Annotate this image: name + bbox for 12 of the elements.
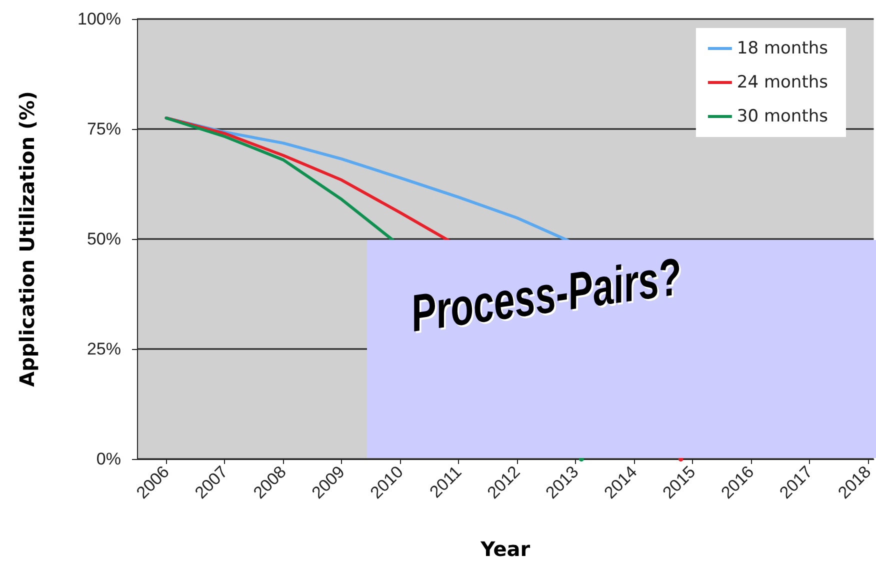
x-axis-title: Year bbox=[480, 537, 530, 561]
legend-label: 18 months bbox=[736, 38, 828, 58]
legend-label: 24 months bbox=[736, 72, 828, 92]
y-tick-label: 25% bbox=[86, 340, 121, 358]
y-tick-label: 0% bbox=[96, 450, 121, 468]
y-tick-label: 75% bbox=[86, 120, 121, 138]
legend-label: 30 months bbox=[736, 106, 828, 126]
y-tick-label: 50% bbox=[86, 230, 121, 248]
y-axis-title: Application Utilization (%) bbox=[15, 91, 39, 387]
annotation: Process-Pairs? bbox=[406, 247, 686, 345]
shaded-panel: Process-Pairs? bbox=[366, 240, 876, 458]
y-tick-label: 100% bbox=[78, 10, 121, 28]
